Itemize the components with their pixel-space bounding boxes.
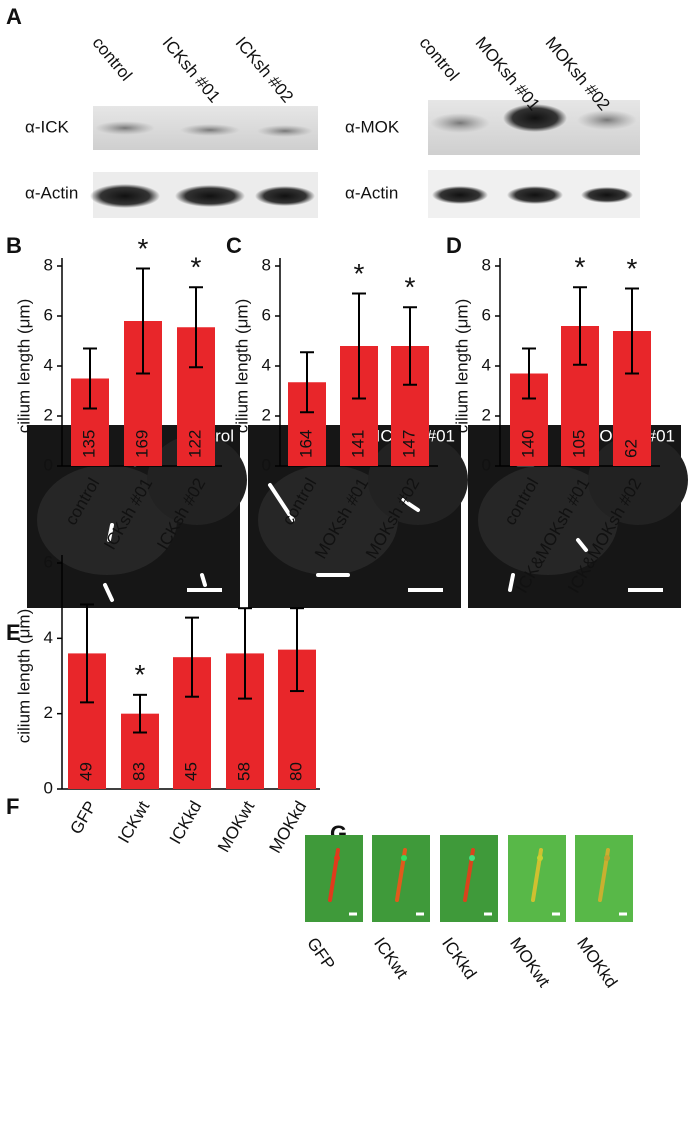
y-tick-label: 0 xyxy=(44,778,53,797)
tip xyxy=(537,855,543,861)
antibody-label: α-MOK xyxy=(345,117,400,136)
count-label: 164 xyxy=(296,430,315,458)
cilium xyxy=(401,498,420,512)
count-label: 135 xyxy=(79,430,98,458)
significance: * xyxy=(354,258,365,289)
antibody-label: α-ICK xyxy=(25,117,69,136)
y-axis-title: cilium length (μm) xyxy=(452,299,471,434)
fluorescence-label: ICKwt xyxy=(370,934,412,982)
count-label: 122 xyxy=(185,430,204,458)
y-tick-label: 0 xyxy=(262,455,271,474)
y-tick-label: 4 xyxy=(262,355,271,374)
count-label: 45 xyxy=(181,762,200,781)
significance: * xyxy=(191,252,202,283)
count-label: 58 xyxy=(234,762,253,781)
count-label: 83 xyxy=(129,762,148,781)
y-axis-title: cilium length (μm) xyxy=(14,609,33,744)
count-label: 62 xyxy=(621,439,640,458)
y-tick-label: 4 xyxy=(482,355,491,374)
significance: * xyxy=(138,233,149,264)
cilium xyxy=(268,483,295,522)
count-label: 141 xyxy=(348,430,367,458)
x-tick-label: ICKwt xyxy=(114,798,153,847)
tip xyxy=(604,855,610,861)
y-tick-label: 8 xyxy=(44,255,53,274)
lane-label: ICKsh #02 xyxy=(232,33,298,106)
significance: * xyxy=(405,272,416,303)
panel-label: F xyxy=(6,794,19,819)
cilium xyxy=(107,523,114,542)
band xyxy=(577,110,637,130)
band xyxy=(180,124,240,136)
y-tick-label: 4 xyxy=(44,628,53,647)
panel-label: C xyxy=(226,233,242,258)
band xyxy=(503,104,567,132)
cilium xyxy=(200,573,207,587)
fluorescence-label: GFP xyxy=(303,934,339,974)
y-tick-label: 2 xyxy=(262,405,271,424)
fluorescence-label: ICKkd xyxy=(438,934,480,983)
x-tick-label: GFP xyxy=(66,798,100,838)
y-tick-label: 0 xyxy=(44,455,53,474)
significance: * xyxy=(135,659,146,690)
band xyxy=(581,187,633,203)
y-axis-title: cilium length (μm) xyxy=(14,299,33,434)
x-tick-label: ICKkd xyxy=(166,798,206,848)
band xyxy=(507,186,563,204)
lane-label: ICKsh #01 xyxy=(159,33,225,106)
band xyxy=(257,125,313,137)
significance: * xyxy=(575,252,586,283)
antibody-label: α-Actin xyxy=(345,183,398,202)
lane-label: control xyxy=(89,33,136,84)
band xyxy=(255,186,315,206)
tip xyxy=(334,855,340,861)
y-tick-label: 8 xyxy=(262,255,271,274)
band xyxy=(432,186,488,204)
y-tick-label: 4 xyxy=(44,355,53,374)
count-label: 105 xyxy=(569,430,588,458)
cell xyxy=(37,465,177,575)
y-tick-label: 6 xyxy=(44,552,53,571)
fluorescence-label: MOKwt xyxy=(506,934,554,991)
x-tick-label: MOKkd xyxy=(266,798,311,857)
antibody-label: α-Actin xyxy=(25,183,78,202)
y-tick-label: 6 xyxy=(262,305,271,324)
cell xyxy=(258,465,398,575)
y-tick-label: 2 xyxy=(44,405,53,424)
y-tick-label: 0 xyxy=(482,455,491,474)
count-label: 147 xyxy=(399,430,418,458)
band xyxy=(430,113,490,133)
cilium xyxy=(508,573,515,592)
band xyxy=(175,185,245,207)
panel-label: E xyxy=(6,620,21,645)
fluorescence-label: MOKkd xyxy=(573,934,621,991)
x-tick-label: MOKwt xyxy=(214,798,258,856)
y-tick-label: 2 xyxy=(482,405,491,424)
cilium xyxy=(576,538,588,552)
significance: * xyxy=(627,253,638,284)
y-tick-label: 6 xyxy=(482,305,491,324)
count-label: 49 xyxy=(76,762,95,781)
count-label: 140 xyxy=(518,430,537,458)
y-tick-label: 2 xyxy=(44,703,53,722)
count-label: 80 xyxy=(286,762,305,781)
y-tick-label: 6 xyxy=(44,305,53,324)
y-tick-label: 8 xyxy=(482,255,491,274)
panel-label: B xyxy=(6,233,22,258)
tip xyxy=(469,855,475,861)
band xyxy=(90,184,160,208)
y-axis-title: cilium length (μm) xyxy=(232,299,251,434)
count-label: 169 xyxy=(132,430,151,458)
cell xyxy=(147,435,247,525)
panel-label: D xyxy=(446,233,462,258)
cilium xyxy=(103,583,114,602)
tip xyxy=(401,855,407,861)
band xyxy=(95,121,155,135)
panel-label: A xyxy=(6,4,22,29)
lane-label: control xyxy=(416,33,463,84)
